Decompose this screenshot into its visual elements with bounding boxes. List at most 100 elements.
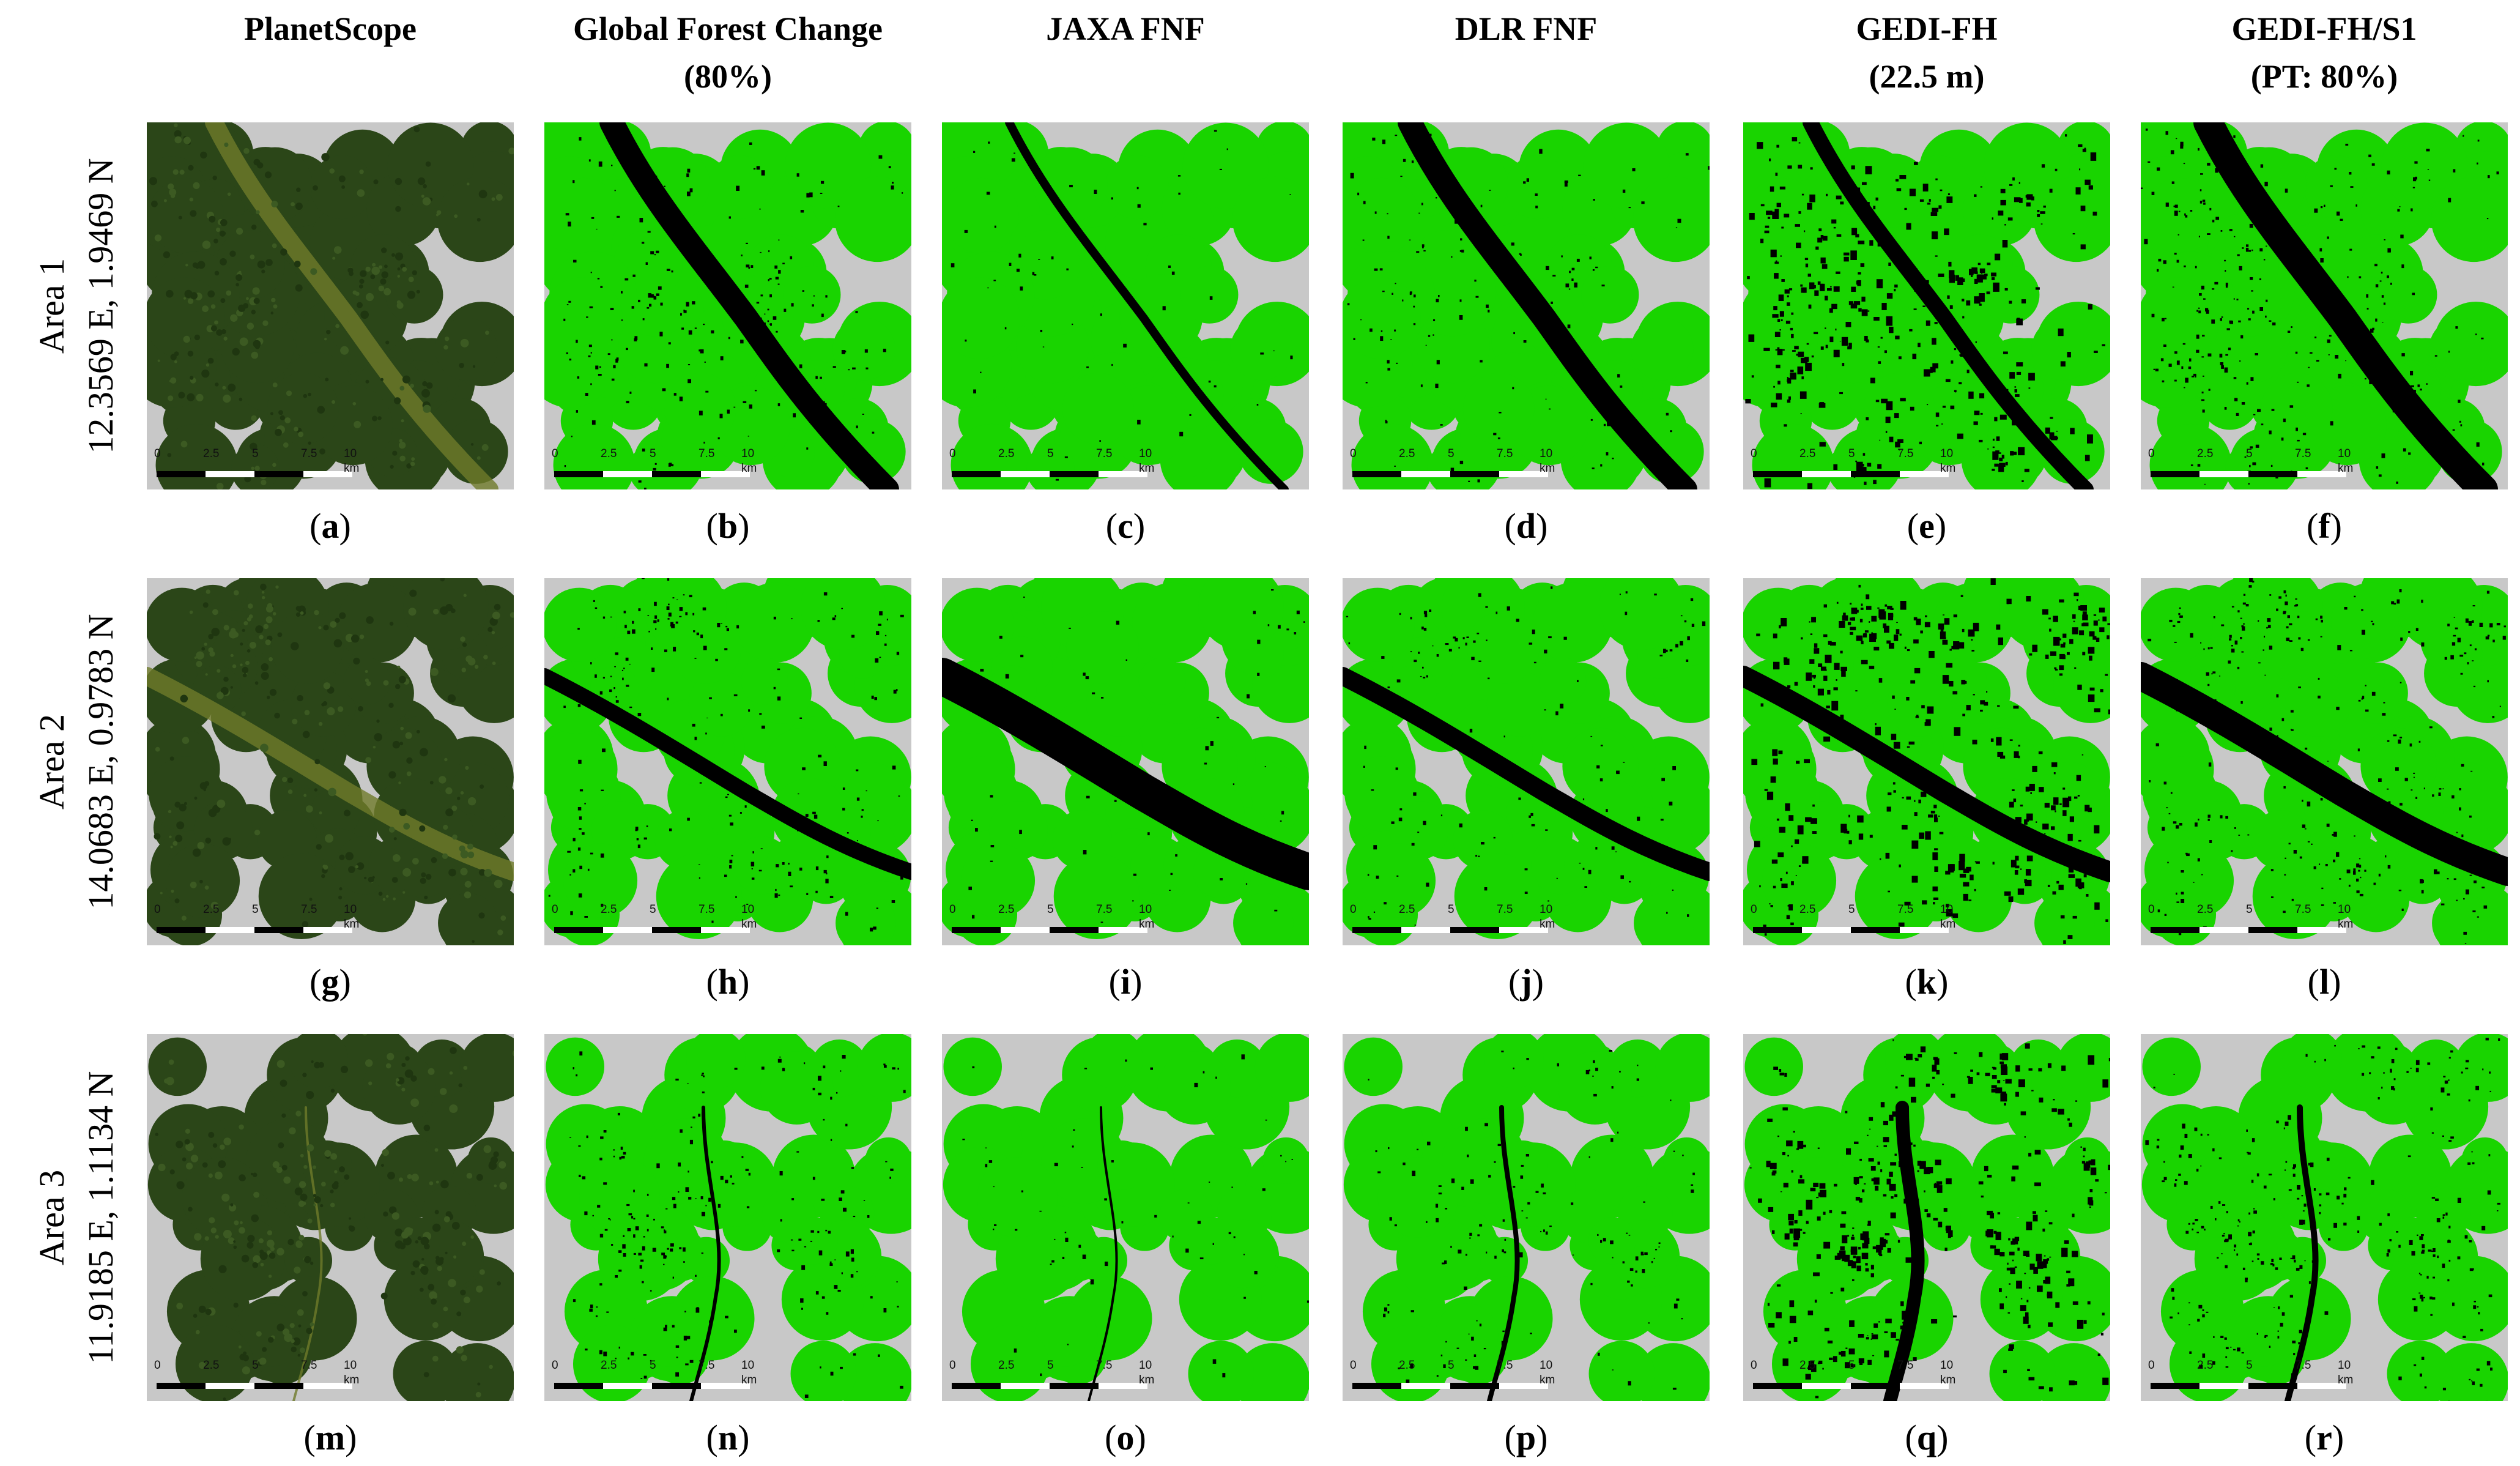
panel-letter: h [717,962,738,1002]
scale-bar: 0 2.5 5 7.5 10 km [552,447,757,477]
scale-bar-label: 10 km [741,447,757,475]
scale-bar-segment [1401,1383,1450,1389]
scale-bar-label: 0 [154,1359,161,1372]
panel-letter: n [717,1418,738,1457]
non-forest-speckle [569,1051,906,1398]
scale-bar-segment [2199,471,2248,477]
open-paren: ( [303,1418,316,1457]
forest-coverage [147,1034,514,1401]
close-paren: ) [1536,506,1548,546]
non-forest-speckle [1368,1050,1695,1390]
scale-bar-segment [1499,471,1548,477]
column-header-5: GEDI-FH (22.5 m) [1743,5,2110,100]
panel-label: (m) [147,1413,514,1462]
scale-bar-label: 7.5 [1096,447,1113,460]
scale-bar-label: 10 km [1540,903,1555,931]
column-header-4: DLR FNF [1343,5,1710,53]
scale-bar: 0 2.5 5 7.5 10 km [1350,902,1555,933]
non-forest-channel [689,1106,721,1401]
panel-label: (k) [1743,958,2110,1006]
scale-bar-segment [1050,471,1099,477]
satellite-image [147,1034,514,1401]
scale-bar-segment [1802,1383,1851,1389]
scale-bar-segment [1050,1383,1099,1389]
non-forest-speckle [2145,1038,2500,1401]
scale-bar: 0 2.5 5 7.5 10 km [154,902,360,933]
close-paren: ) [738,506,750,546]
scale-bar-segment [303,471,352,477]
forest-nonforest-map [2141,122,2508,489]
forest-coverage [943,1034,1309,1401]
scale-bar-segment [1900,927,1949,933]
close-paren: ) [1934,506,1947,546]
map-panel-b: 0 2.5 5 7.5 10 km [544,122,911,489]
scale-bar-label: 2.5 [601,903,617,916]
scale-bar-segment [1050,927,1099,933]
panel-label: (f) [2141,502,2508,551]
forest-nonforest-map [943,1034,1309,1401]
non-forest-speckle [1749,1039,2110,1399]
non-forest-channel [1803,122,2094,489]
close-paren: ) [1134,1418,1146,1457]
scale-bar-label: 10 km [1940,447,1956,475]
scale-bar-segment [1499,1383,1548,1389]
open-paren: ( [1905,1418,1917,1457]
panel-letter: k [1916,962,1937,1002]
scale-bar-label: 10 km [1139,447,1155,475]
open-paren: ( [309,962,322,1002]
panel-letter: e [1919,506,1935,546]
column-header-1: PlanetScope [147,5,514,53]
scale-bar-segment [652,927,701,933]
scale-bar: 0 2.5 5 7.5 10 km [949,902,1155,933]
column-header-6: GEDI-FH/S1 (PT: 80%) [2141,5,2508,100]
non-forest-channel [942,658,1309,890]
scale-bar-label: 0 [552,903,558,916]
close-paren: ) [738,962,750,1002]
non-forest-speckle [563,124,903,489]
scale-bar-label: 0 [154,903,161,916]
panel-letter: g [321,962,339,1002]
scale-bar: 0 2.5 5 7.5 10 km [552,1358,757,1389]
scale-bar-label: 10 km [1139,903,1155,931]
scale-bar-label: 7.5 [1897,1359,1914,1372]
scale-bar-segment [1851,471,1900,477]
panel-label: (e) [1743,502,2110,551]
non-forest-speckle [962,1054,1309,1378]
non-forest-channel [599,122,899,489]
scale-bar: 0 2.5 5 7.5 10 km [2148,902,2353,933]
scale-bar-label: 2.5 [998,447,1015,460]
panel-letter: r [2316,1418,2332,1457]
column-header-title: PlanetScope [244,10,417,47]
scale-bar-label: 2.5 [1799,447,1816,460]
scale-bar-label: 2.5 [203,1359,220,1372]
panel-label: (i) [942,958,1309,1006]
scale-bar-label: 5 [1848,447,1855,460]
scale-bar-label: 2.5 [1399,1359,1415,1372]
map-panel-a: 0 2.5 5 7.5 10 km [147,122,514,489]
scale-bar-label: 7.5 [1096,1359,1113,1372]
scale-bar-label: 10 km [1540,447,1555,475]
forest-coverage [942,122,1309,489]
non-forest-speckle [1347,127,1710,483]
panel-label: (q) [1743,1413,2110,1462]
scale-bar-label: 5 [1848,1359,1855,1372]
scale-bar-label: 2.5 [203,903,220,916]
scale-bar-segment [206,471,254,477]
scale-bar-label: 7.5 [1497,903,1513,916]
scale-bar-label: 5 [1448,903,1455,916]
scale-bar: 0 2.5 5 7.5 10 km [1751,902,1955,933]
row-coordinates: 12.3569 E, 1.9469 N [81,158,120,454]
scale-bar-label: 10 km [1940,1359,1956,1386]
panel-letter: o [1116,1418,1135,1457]
scale-bar-segment [2151,1383,2199,1389]
scale-bar-segment [1753,927,1802,933]
scale-bar-label: 10 km [344,903,360,931]
panel-label: (r) [2141,1413,2508,1462]
open-paren: ( [1907,506,1919,546]
scale-bar: 0 2.5 5 7.5 10 km [154,447,359,477]
scale-bar-label: 0 [1350,447,1357,460]
scale-bar-segment [2297,471,2346,477]
scale-bar-label: 0 [1350,903,1357,916]
scale-bar-segment [254,471,303,477]
river-channel [147,667,514,881]
